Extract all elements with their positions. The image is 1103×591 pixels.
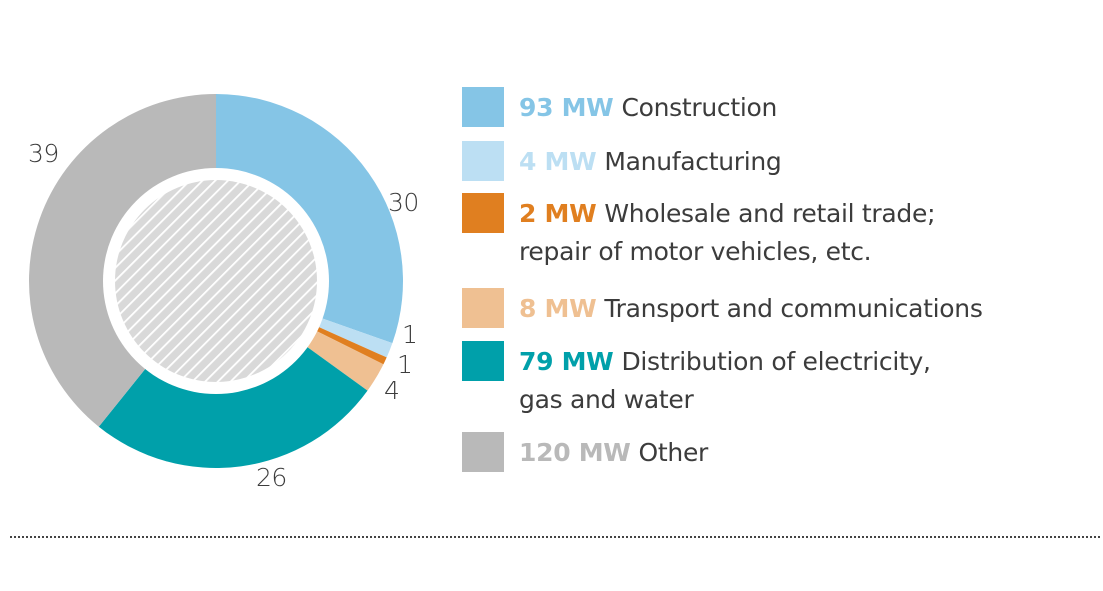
legend-label: Other [638,438,709,467]
center-hatch [115,180,317,382]
data-label-wholesale: 1 [397,350,413,379]
legend-label: Transport and communications [604,294,983,323]
data-label-construction: 30 [388,188,419,217]
legend-label: Construction [621,93,778,122]
legend-label: Manufacturing [604,147,782,176]
data-label-manufacturing: 1 [402,320,418,349]
legend-swatch [462,141,504,181]
legend-label-line2: gas and water [519,385,694,414]
legend-swatch [462,288,504,328]
data-label-distribution: 26 [256,463,287,492]
legend-value: 2 MW [519,199,597,228]
legend-label: Distribution of electricity, [621,347,931,376]
legend-value: 79 MW [519,347,614,376]
legend-value: 4 MW [519,147,597,176]
legend-swatch [462,193,504,233]
data-label-transport: 4 [384,376,400,405]
legend-value: 93 MW [519,93,614,122]
legend-swatch [462,341,504,381]
legend-swatch [462,87,504,127]
data-label-other: 39 [28,139,59,168]
legend-label: Wholesale and retail trade; [604,199,936,228]
legend-swatch [462,432,504,472]
legend-label-line2: repair of motor vehicles, etc. [519,237,872,266]
legend-value: 120 MW [519,438,631,467]
legend-value: 8 MW [519,294,597,323]
dotted-divider [10,536,1100,538]
